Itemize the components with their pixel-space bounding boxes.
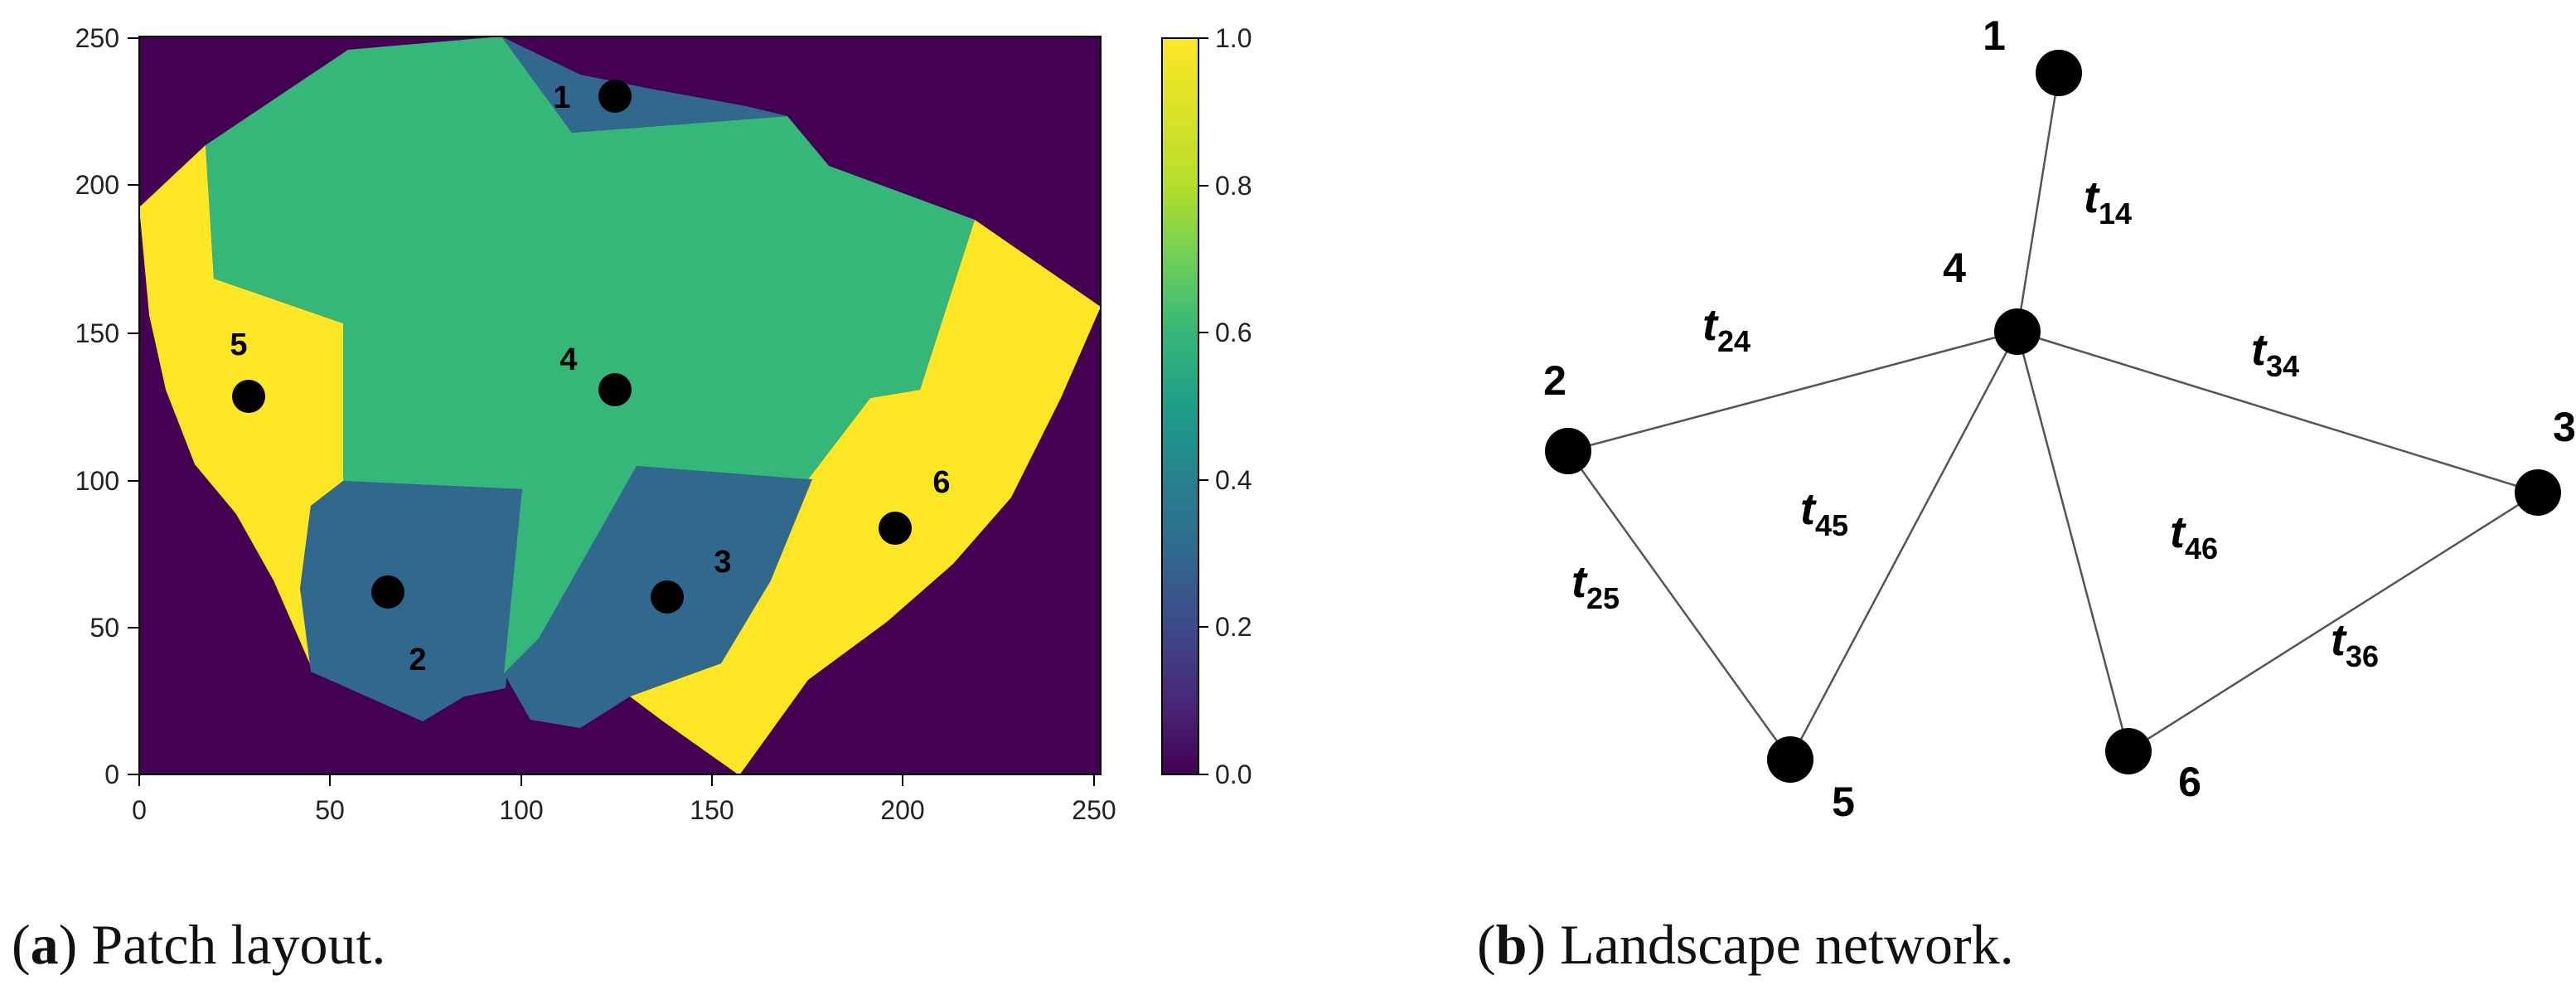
network-edges bbox=[1566, 72, 2539, 760]
node-6 bbox=[2105, 728, 2152, 774]
caption-tag: b bbox=[1495, 913, 1528, 976]
node-2 bbox=[1545, 428, 1591, 474]
x-axis bbox=[138, 774, 1095, 786]
patch-4-dot bbox=[598, 373, 632, 406]
colorbar: 0.0 0.2 0.4 0.6 0.8 1.0 bbox=[1161, 23, 1252, 789]
edge-label-t14: t14 bbox=[2084, 172, 2132, 231]
y-tick-label: 50 bbox=[90, 613, 119, 643]
colorbar-tick-label: 0.0 bbox=[1215, 760, 1252, 789]
node-1 bbox=[2036, 50, 2082, 96]
patch-6-region bbox=[630, 220, 1101, 775]
node-label-3: 3 bbox=[2553, 404, 2576, 450]
patch-4-region bbox=[206, 36, 975, 673]
caption-tag: a bbox=[30, 913, 59, 976]
patch-3-label: 3 bbox=[714, 545, 731, 580]
edge-label-t46: t46 bbox=[2170, 507, 2218, 565]
x-tick-label: 150 bbox=[690, 795, 734, 825]
edge-label-t24: t24 bbox=[1702, 300, 1750, 358]
colorbar-tick-label: 0.6 bbox=[1215, 318, 1252, 347]
colorbar-tick-label: 0.8 bbox=[1215, 171, 1252, 201]
patch-3-dot bbox=[651, 580, 684, 614]
y-tick-label: 200 bbox=[75, 170, 119, 200]
colorbar-tick-label: 0.2 bbox=[1215, 612, 1252, 642]
patch-2-label: 2 bbox=[409, 643, 426, 677]
plot-frame bbox=[138, 36, 1102, 775]
patch-6-dot bbox=[879, 512, 912, 545]
node-5 bbox=[1767, 736, 1813, 783]
x-tick-label: 250 bbox=[1072, 795, 1116, 825]
node-3 bbox=[2515, 469, 2561, 516]
edge-label-t34: t34 bbox=[2251, 325, 2299, 383]
node-label-6: 6 bbox=[2178, 759, 2201, 805]
colorbar-tick-label: 1.0 bbox=[1215, 23, 1252, 53]
patch-centroids bbox=[232, 80, 912, 614]
edge-label-t45: t45 bbox=[1800, 484, 1848, 542]
y-tick-label: 0 bbox=[104, 760, 119, 789]
edge-3-6 bbox=[2128, 491, 2539, 753]
edge-2-4 bbox=[1567, 330, 2018, 453]
patch-1-region bbox=[501, 36, 787, 133]
patch-2-region bbox=[300, 481, 522, 721]
patch-5-label: 5 bbox=[230, 328, 247, 362]
y-tick-label: 100 bbox=[75, 466, 119, 496]
x-tick-label: 100 bbox=[499, 795, 543, 825]
landscape-network-figure: 1 4 2 3 5 6 t14 t24 t34 t45 t46 t25 t36 bbox=[1543, 12, 2576, 825]
edge-label-t25: t25 bbox=[1571, 557, 1620, 615]
edge-label-t36: t36 bbox=[2331, 615, 2379, 673]
edge-4-5 bbox=[1789, 331, 2019, 760]
edge-1-4 bbox=[2016, 72, 2060, 332]
node-label-1: 1 bbox=[1983, 12, 2006, 59]
caption-landscape-network: (b) Landscape network. bbox=[1477, 913, 2014, 976]
node-4 bbox=[1994, 308, 2041, 355]
patch-5-dot bbox=[232, 380, 265, 413]
patch-6-label: 6 bbox=[932, 465, 950, 500]
node-label-4: 4 bbox=[1943, 245, 1966, 291]
y-tick-label: 250 bbox=[75, 23, 119, 53]
node-label-5: 5 bbox=[1832, 779, 1855, 825]
x-tick-label: 0 bbox=[132, 795, 147, 825]
y-axis bbox=[128, 37, 139, 775]
y-tick-label: 150 bbox=[75, 318, 119, 348]
node-label-2: 2 bbox=[1543, 357, 1566, 404]
colorbar-tick-label: 0.4 bbox=[1215, 465, 1252, 495]
patch-2-dot bbox=[371, 575, 404, 609]
patch-4-label: 4 bbox=[559, 342, 577, 377]
edge-4-6 bbox=[2016, 331, 2130, 752]
heatmap-plot bbox=[138, 36, 1102, 775]
caption-patch-layout: (a) Patch layout. bbox=[12, 913, 386, 976]
patch-layout-figure: 0 50 100 150 200 250 0 50 100 150 200 25… bbox=[75, 23, 1252, 825]
network-nodes bbox=[1545, 50, 2561, 783]
patch-1-label: 1 bbox=[553, 80, 570, 115]
patch-1-dot bbox=[598, 80, 632, 113]
x-tick-label: 200 bbox=[880, 795, 924, 825]
edge-2-5 bbox=[1566, 450, 1792, 760]
edge-3-4 bbox=[2017, 330, 2539, 494]
caption-text: Landscape network. bbox=[1560, 913, 2014, 976]
caption-text: Patch layout. bbox=[91, 913, 386, 976]
x-tick-label: 50 bbox=[315, 795, 345, 825]
